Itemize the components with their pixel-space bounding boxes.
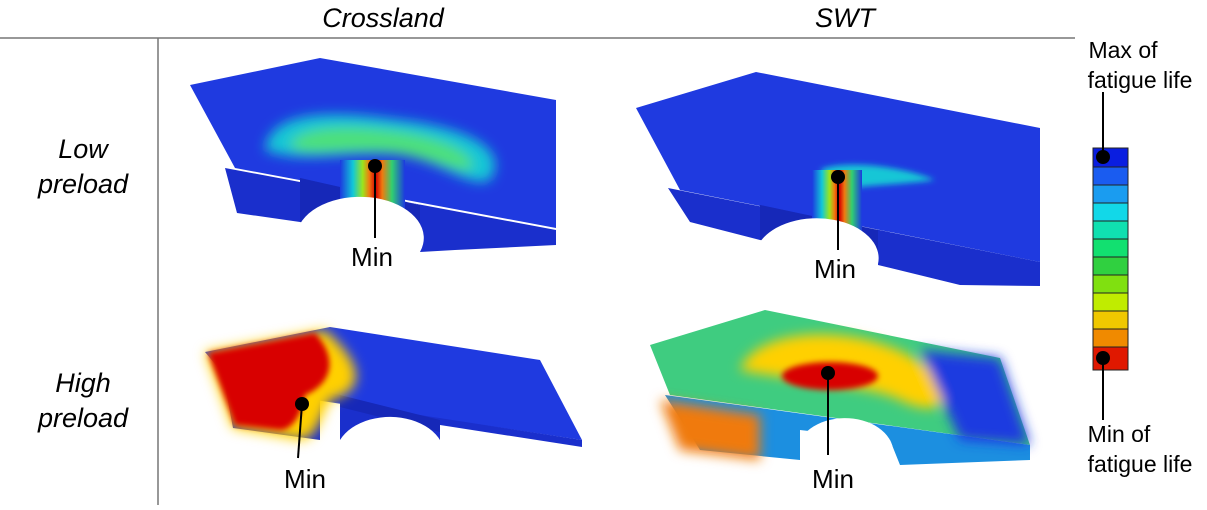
min-label: Min (284, 464, 326, 494)
legend-text: fatigue life (1088, 67, 1193, 93)
min-label: Min (812, 464, 854, 494)
contour-plot: Min (636, 72, 1040, 286)
min-label: Min (814, 254, 856, 284)
row-label: Low (58, 134, 109, 164)
contour-plot: Min (650, 310, 1030, 505)
legend-text: Max of (1088, 37, 1158, 63)
row-label: preload (37, 169, 129, 199)
min-label: Min (351, 242, 393, 272)
contour-plot: Min (190, 58, 556, 272)
column-header: SWT (815, 3, 877, 33)
row-label: High (55, 368, 111, 398)
legend-text: fatigue life (1088, 451, 1193, 477)
contour-plot: Min (205, 327, 582, 505)
row-label: preload (37, 403, 129, 433)
color-bar (1092, 147, 1129, 371)
legend-text: Min of (1088, 421, 1151, 447)
column-header: Crossland (322, 3, 445, 33)
